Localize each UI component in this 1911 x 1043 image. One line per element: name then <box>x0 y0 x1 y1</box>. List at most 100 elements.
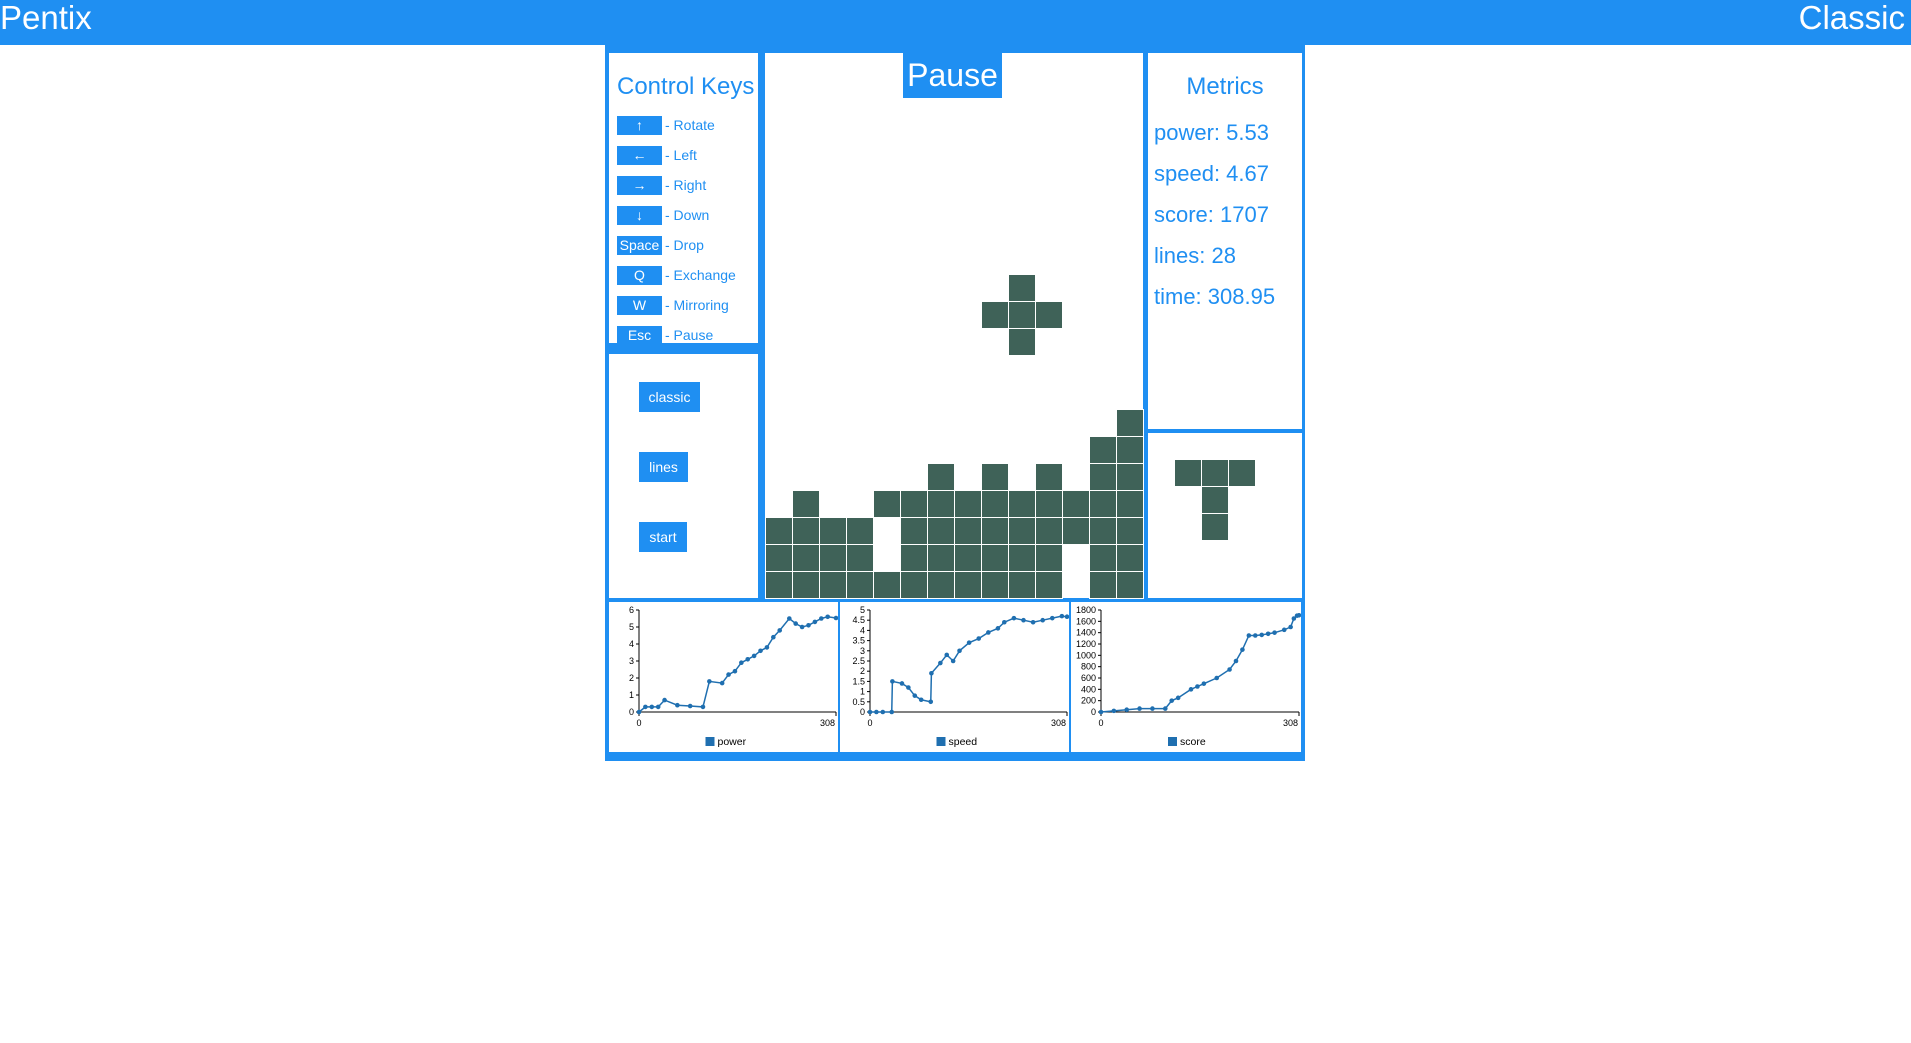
data-point <box>874 709 879 715</box>
x-tick-label: 308 <box>1283 718 1298 728</box>
control-keys-panel: Control Keys ↑ - Rotate ← - Left → - Rig… <box>609 53 758 345</box>
data-point <box>771 634 776 640</box>
data-point <box>726 672 731 677</box>
stack-cell <box>1008 571 1036 599</box>
metric-time: time: 308.95 <box>1154 284 1276 309</box>
stack-cell <box>1089 463 1117 491</box>
stack-cell <box>792 571 820 599</box>
header-bar: Pentix Classic <box>0 0 1911 45</box>
stack-cell <box>954 571 982 599</box>
data-point <box>1195 684 1200 689</box>
series-line-power <box>638 616 837 713</box>
key-cap-space: Space <box>617 235 662 255</box>
key-action-label: - Drop <box>665 237 704 253</box>
stack-cell <box>1035 463 1063 491</box>
falling-piece-cell <box>1035 301 1063 329</box>
stack-cell <box>819 544 847 572</box>
key-row-drop: Space - Drop <box>617 235 704 255</box>
stack-cell <box>927 544 955 572</box>
next-piece-cell <box>1201 486 1229 514</box>
key-row-down: ↓ - Down <box>617 205 709 225</box>
stack-cell <box>927 517 955 545</box>
data-point <box>889 709 895 715</box>
metric-speed: speed: 4.67 <box>1154 161 1269 186</box>
data-point <box>1201 681 1207 686</box>
arrow-left-icon: ← <box>617 145 662 165</box>
key-action-label: - Rotate <box>665 117 715 133</box>
x-tick-label: 0 <box>867 718 872 728</box>
data-point <box>1214 675 1220 681</box>
y-tick-label: 2 <box>629 673 634 683</box>
key-action-label: - Right <box>665 177 707 193</box>
data-point <box>812 619 818 625</box>
y-tick-label: 0 <box>629 707 634 717</box>
data-point <box>732 668 738 674</box>
stack-cell <box>1116 544 1144 572</box>
legend-label: power <box>718 736 747 748</box>
stack-cell <box>873 571 901 599</box>
data-point <box>1233 658 1239 664</box>
arrow-down-icon: ↓ <box>617 205 662 225</box>
data-point <box>745 657 751 662</box>
data-point <box>1169 698 1175 703</box>
y-tick-label: 1 <box>629 690 634 700</box>
y-tick-label: 6 <box>629 605 634 615</box>
falling-piece-cell <box>981 301 1009 329</box>
data-point <box>764 645 770 650</box>
data-point <box>1049 615 1055 621</box>
data-point <box>918 697 924 703</box>
stack-cell <box>1035 544 1063 572</box>
lines-button[interactable]: lines <box>639 452 688 482</box>
app-title: Pentix <box>0 0 92 36</box>
stack-cell <box>981 490 1009 518</box>
metric-power: power: 5.53 <box>1154 120 1269 145</box>
key-action-label: - Mirroring <box>665 297 729 313</box>
data-point <box>1040 617 1045 623</box>
y-tick-label: 1400 <box>1076 628 1096 638</box>
stack-cell <box>1089 436 1117 464</box>
stack-cell <box>927 463 955 491</box>
data-point <box>687 703 693 709</box>
data-point <box>986 630 991 635</box>
legend-label: speed <box>949 736 978 748</box>
data-point <box>966 640 972 645</box>
stack-cell <box>1035 517 1063 545</box>
x-tick-label: 0 <box>1098 718 1103 728</box>
stack-cell <box>765 544 793 572</box>
data-point <box>833 615 839 621</box>
stack-cell <box>1089 544 1117 572</box>
y-tick-label: 5 <box>629 622 634 632</box>
stack-cell <box>900 490 928 518</box>
data-point <box>938 660 943 666</box>
y-tick-label: 3 <box>860 646 865 656</box>
data-point <box>793 621 799 626</box>
stack-cell <box>1116 571 1144 599</box>
next-piece-cell <box>1201 459 1229 487</box>
data-point <box>1288 624 1293 630</box>
legend-label: score <box>1180 736 1206 748</box>
stack-cell <box>900 544 928 572</box>
key-row-pause: Esc - Pause <box>617 325 713 345</box>
stack-cell <box>1008 544 1036 572</box>
next-piece-cell <box>1201 513 1229 541</box>
data-point <box>890 679 895 684</box>
stack-cell <box>927 490 955 518</box>
y-tick-label: 1 <box>860 687 865 697</box>
start-button[interactable]: start <box>639 522 687 552</box>
classic-button[interactable]: classic <box>639 382 700 412</box>
y-tick-label: 0 <box>860 707 865 717</box>
data-point <box>799 624 805 630</box>
data-point <box>1265 631 1271 637</box>
x-tick-label: 308 <box>1051 718 1066 728</box>
data-point <box>1150 706 1155 711</box>
y-tick-label: 4 <box>860 625 865 635</box>
data-point <box>1281 627 1287 633</box>
data-point <box>1291 616 1297 621</box>
y-tick-label: 1000 <box>1076 650 1096 660</box>
data-point <box>1175 695 1181 701</box>
stack-cell <box>954 517 982 545</box>
y-tick-label: 1600 <box>1076 616 1096 626</box>
data-point <box>643 704 648 710</box>
power-chart: 0 1 2 3 4 5 6 0 308 power <box>629 605 839 748</box>
